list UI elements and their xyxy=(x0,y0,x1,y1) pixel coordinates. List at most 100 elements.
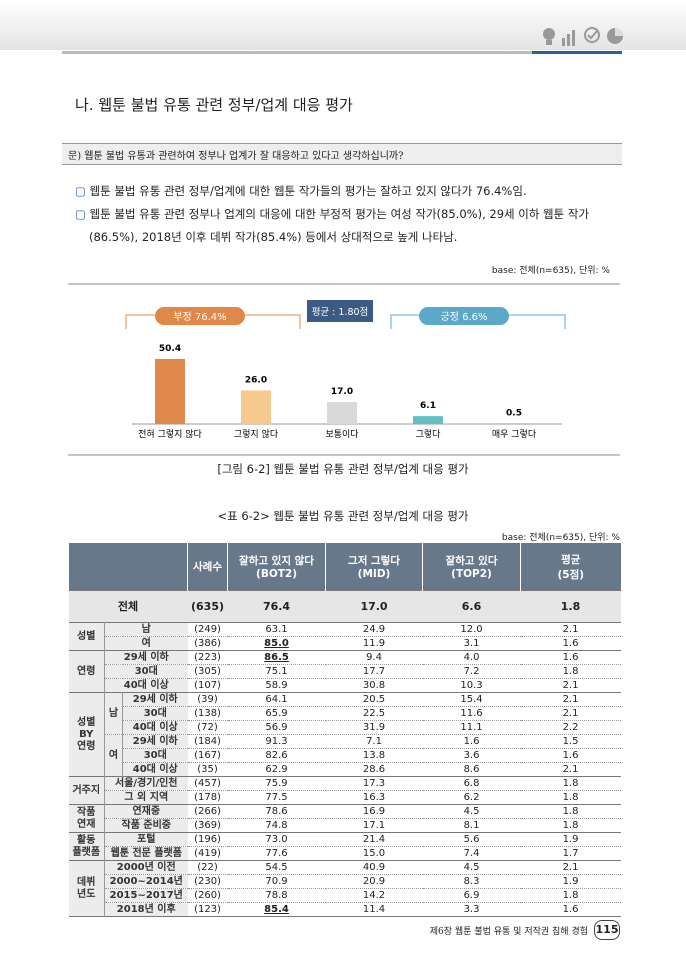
value-cell: 6.9 xyxy=(422,888,521,903)
value-cell: 11.1 xyxy=(422,720,521,735)
value-cell: 16.3 xyxy=(325,790,423,805)
value-cell: 91.3 xyxy=(227,734,326,749)
value-cell: (457) xyxy=(187,776,228,791)
value-cell: 10.3 xyxy=(422,678,521,693)
group-label: 거주지 xyxy=(68,776,105,805)
value-cell: 1.8 xyxy=(520,818,621,833)
group-label: 데뷔 년도 xyxy=(68,860,105,917)
value-cell: 2.1 xyxy=(520,678,621,693)
value-cell: (260) xyxy=(187,888,228,903)
top-band xyxy=(0,0,686,50)
cell-line: 사례수 xyxy=(193,561,222,573)
row-label: 29세 이하 xyxy=(122,734,188,749)
value-label: 50.4 xyxy=(159,344,181,354)
value-cell: (196) xyxy=(187,832,228,847)
value-cell: 17.3 xyxy=(325,776,423,791)
value-cell: 1.8 xyxy=(520,776,621,791)
header-cell xyxy=(67,543,188,591)
value-cell: 20.9 xyxy=(325,874,423,889)
value-cell: 15.4 xyxy=(422,692,521,707)
data-row: 여 (386) 85.0 11.9 3.1 1.6 xyxy=(69,636,621,651)
value-cell: 85.4 xyxy=(227,902,326,917)
value-cell: 56.9 xyxy=(227,720,326,735)
data-row: 성별 남 (249) 63.1 24.9 12.0 2.1 xyxy=(68,622,621,651)
value-cell: 6.6 xyxy=(422,590,521,623)
value-cell: 4.0 xyxy=(422,650,521,665)
value-cell: 11.6 xyxy=(422,706,521,721)
row-label: 2000년 이전 xyxy=(104,860,188,875)
row-label: 2000~2014년 xyxy=(104,874,188,889)
subgroup-label: 여 xyxy=(104,734,123,777)
value-cell: 73.0 xyxy=(227,832,326,847)
value-cell: 2.1 xyxy=(520,860,621,875)
value-cell: 17.1 xyxy=(325,818,423,833)
value-cell: 7.4 xyxy=(422,846,521,861)
value-cell: 82.6 xyxy=(227,748,326,763)
value-cell: 1.9 xyxy=(520,832,621,847)
data-row: 2015~2017년 (260) 78.8 14.2 6.9 1.8 xyxy=(69,888,621,903)
bar xyxy=(499,423,529,424)
top-rule-accent xyxy=(532,51,622,54)
value-cell: 11.4 xyxy=(325,902,423,917)
bullets: ▢ 웹툰 불법 유통 관련 정부/업계에 대한 웹툰 작가들의 평가는 잘하고 … xyxy=(75,180,615,249)
bullet-marker: ▢ xyxy=(75,207,90,221)
value-cell: 2.1 xyxy=(520,622,621,637)
cell-line: (BOT2) xyxy=(256,568,298,580)
value-cell: 12.0 xyxy=(422,622,521,637)
value-cell: 1.9 xyxy=(520,874,621,889)
value-cell: (178) xyxy=(187,790,228,805)
value-cell: 77.6 xyxy=(227,846,326,861)
value-cell: 62.9 xyxy=(227,762,326,777)
bar xyxy=(413,416,443,424)
row-label: 그 외 지역 xyxy=(104,790,188,805)
value-cell: 7.2 xyxy=(422,664,521,679)
category-label: 보통이다 xyxy=(325,429,359,440)
value-cell: 17.0 xyxy=(325,590,423,623)
data-row: 연령 29세 이하 (223) 86.5 9.4 4.0 1.6 xyxy=(68,650,621,693)
value-cell: 1.8 xyxy=(520,888,621,903)
cell-line: 그저 그렇다 xyxy=(348,555,400,567)
negative-pill xyxy=(155,307,245,325)
value-cell: 1.6 xyxy=(520,636,621,651)
chart: 부정 76.4% 평균 : 1.80점 긍정 6.6% 50.4 전혀 그렇지 않… xyxy=(68,283,620,456)
category-label: 전혀 그렇지 않다 xyxy=(138,429,202,440)
data-row: 여 29세 이하 (184) 91.3 7.1 1.6 1.5 xyxy=(69,734,621,777)
value-cell: 21.4 xyxy=(325,832,423,847)
category-label: 그렇다 xyxy=(416,429,442,440)
bar xyxy=(327,402,357,424)
value-cell: 13.8 xyxy=(325,748,423,763)
data-row: 30대 (138) 65.9 22.5 11.6 2.1 xyxy=(69,706,621,721)
value-cell: 1.6 xyxy=(520,650,621,665)
data-row: 웹툰 전문 플랫폼 (419) 77.6 15.0 7.4 1.7 xyxy=(69,846,621,861)
value-label: 26.0 xyxy=(245,375,267,385)
cell-line: (TOP2) xyxy=(451,568,492,580)
value-cell: (266) xyxy=(187,804,228,819)
value-cell: 3.1 xyxy=(422,636,521,651)
value-label: 17.0 xyxy=(331,387,353,397)
value-cell: 6.8 xyxy=(422,776,521,791)
bullet-text: 웹툰 불법 유통 관련 정부/업계에 대한 웹툰 작가들의 평가는 잘하고 있지… xyxy=(89,184,527,198)
value-cell: (35) xyxy=(187,762,228,777)
header-cell: 잘하고 있다 (TOP2) xyxy=(422,543,521,591)
data-row: 활동 플랫폼 포털 (196) 73.0 21.4 5.6 1.9 xyxy=(68,832,621,861)
cell-line: (5점) xyxy=(557,568,585,581)
value-cell: 2.1 xyxy=(520,706,621,721)
value-cell: 8.6 xyxy=(422,762,521,777)
cell-line: 데뷔 xyxy=(77,876,96,888)
page-number: 115 xyxy=(594,920,620,940)
value-cell: (184) xyxy=(187,734,228,749)
data-row: 40대 이상 (35) 62.9 28.6 8.6 2.1 xyxy=(69,762,621,777)
value-cell: (386) xyxy=(187,636,228,651)
value-cell: (107) xyxy=(187,678,228,693)
footer-chapter: 제6장 웹툰 불법 유통 및 저작권 침해 경험 xyxy=(429,927,588,937)
header-icons xyxy=(543,27,623,46)
value-cell: (167) xyxy=(187,748,228,763)
value-cell: 78.6 xyxy=(227,804,326,819)
row-label: 2015~2017년 xyxy=(104,888,188,903)
row-label: 포털 xyxy=(104,832,188,847)
value-cell: 78.8 xyxy=(227,888,326,903)
value-cell: (369) xyxy=(187,818,228,833)
value-cell: 70.9 xyxy=(227,874,326,889)
value-cell: 30.8 xyxy=(325,678,423,693)
